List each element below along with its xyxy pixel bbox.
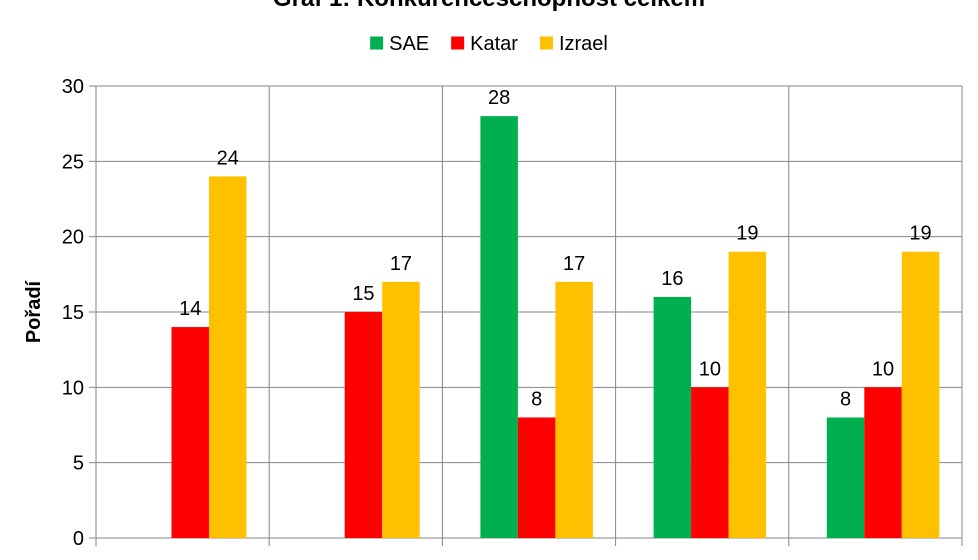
bar-izrael-1 [209, 176, 247, 538]
bar-katar-4 [691, 387, 729, 538]
legend-label-katar: Katar [470, 33, 518, 55]
data-labels: 28 16 8 14 15 8 10 10 24 17 17 19 19 [179, 87, 932, 410]
data-label-katar-2: 15 [352, 283, 374, 305]
y-tick-label: 10 [62, 377, 84, 399]
y-tick-label: 0 [73, 528, 84, 550]
legend-swatch-katar [451, 36, 465, 50]
bar-sae-5 [826, 417, 865, 538]
legend-label-izrael: Izrael [559, 33, 608, 55]
bar-izrael-5 [901, 251, 940, 538]
bar-katar-2 [344, 312, 383, 538]
bar-izrael-3 [555, 281, 593, 538]
bar-izrael-2 [382, 281, 420, 538]
chart-title: Graf 1: Konkurenceschopnost celkem [273, 0, 705, 12]
bar-sae-4 [653, 296, 692, 538]
data-label-sae-4: 16 [661, 268, 683, 290]
data-label-katar-3: 8 [531, 388, 542, 410]
y-tick-label: 25 [62, 151, 84, 173]
legend-label-sae: SAE [389, 33, 429, 55]
y-axis-title: Pořadí [23, 279, 45, 343]
bar-katar-5 [864, 387, 902, 538]
data-label-izrael-3: 17 [563, 253, 585, 275]
data-label-katar-1: 14 [179, 298, 201, 320]
data-label-katar-4: 10 [699, 358, 721, 380]
bar-sae-3 [480, 116, 518, 538]
bar-izrael-4 [728, 251, 767, 538]
legend-swatch-sae [370, 36, 384, 50]
y-tick-label: 15 [62, 302, 84, 324]
y-tick-label: 30 [62, 76, 84, 98]
y-axis-ticks: 0 5 10 15 20 25 30 [62, 76, 84, 550]
data-label-izrael-4: 19 [736, 223, 758, 245]
data-label-izrael-2: 17 [390, 253, 412, 275]
legend: SAE Katar Izrael [370, 33, 608, 55]
bars [171, 116, 940, 538]
bar-katar-3 [517, 417, 556, 538]
legend-swatch-izrael [539, 36, 553, 50]
data-label-sae-5: 8 [840, 388, 851, 410]
bar-katar-1 [171, 327, 209, 538]
data-label-izrael-5: 19 [909, 223, 931, 245]
y-tick-label: 20 [62, 227, 84, 249]
data-label-sae-3: 28 [488, 87, 510, 109]
y-tick-label: 5 [73, 453, 84, 475]
data-label-izrael-1: 24 [217, 147, 239, 169]
data-label-katar-5: 10 [872, 358, 894, 380]
